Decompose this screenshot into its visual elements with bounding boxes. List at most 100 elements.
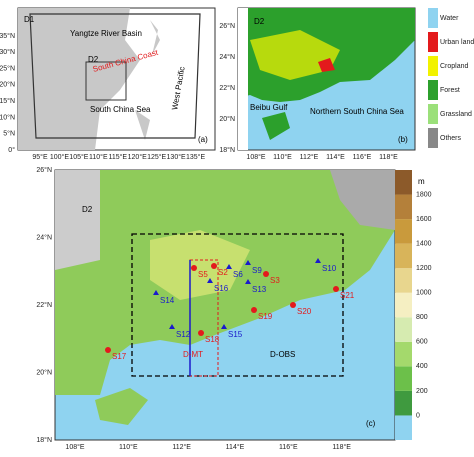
y-tick-label: 26°N <box>36 166 52 174</box>
legend-label: Others <box>440 135 462 142</box>
x-tick-label: 110°E <box>89 153 108 161</box>
station-label: S9 <box>252 266 262 275</box>
panel-a: D1 Yangtze River Basin D2 South China Co… <box>17 7 216 151</box>
panel-label: (c) <box>366 419 376 428</box>
station-marker <box>169 324 175 329</box>
colorbar: 0 200 400 600 800 1000 1200 1400 1600 1800 <box>395 170 432 440</box>
station-label: S13 <box>252 285 267 294</box>
margin <box>238 8 248 150</box>
colorbar-segment <box>395 292 412 318</box>
d-mt-label: D-MT <box>183 350 203 359</box>
station-label: S6 <box>233 270 243 279</box>
sea-label: South China Sea <box>90 105 151 114</box>
colorbar-segment <box>395 390 412 416</box>
x-tick-label: 115°E <box>108 153 127 161</box>
x-tick-label: 110°E <box>273 153 292 161</box>
d-obs-label: D-OBS <box>270 350 295 359</box>
outside <box>330 170 395 230</box>
legend-label: Grassland <box>440 111 472 118</box>
x-tick-label: 105°E <box>69 153 88 161</box>
x-tick-label: 110°E <box>119 443 138 451</box>
colorbar-tick-label: 200 <box>416 388 428 395</box>
x-tick-label: 116°E <box>353 153 372 161</box>
hainan <box>95 388 148 425</box>
colorbar-segment <box>395 341 412 367</box>
d2-box <box>85 61 127 101</box>
y-tick-label: 22°N <box>36 301 52 309</box>
y-tick-label: 5°N <box>3 130 15 138</box>
outside <box>55 170 100 270</box>
station-label: S16 <box>214 284 229 293</box>
x-tick-label: 100°E <box>50 153 69 161</box>
colorbar-segment <box>395 317 412 342</box>
colorbar-tick-label: 1200 <box>416 265 432 272</box>
colorbar-tick-label: 1600 <box>416 216 432 223</box>
colorbar-segment <box>395 194 412 220</box>
d2-label: D2 <box>254 17 265 26</box>
legend-swatch <box>428 80 438 100</box>
station-label: S21 <box>340 291 355 300</box>
colorbar-segment <box>395 366 412 391</box>
y-tick-label: 30°N <box>0 48 15 56</box>
cropland <box>250 30 340 80</box>
station-label: S5 <box>198 270 208 279</box>
legend-label: Cropland <box>440 63 469 70</box>
panel-label: (b) <box>398 135 408 144</box>
x-tick-label: 112°E <box>300 153 319 161</box>
station-marker <box>198 330 204 336</box>
colorbar-tick-label: 400 <box>416 363 428 370</box>
legend-swatch <box>428 8 438 28</box>
station-marker <box>245 279 251 284</box>
station-label: S19 <box>258 312 273 321</box>
panel-label: (a) <box>198 135 208 144</box>
station-label: S15 <box>228 330 243 339</box>
legend-label: Urban land <box>440 39 474 46</box>
hills <box>150 230 250 300</box>
station-marker <box>153 290 159 295</box>
panel-b: D2 Beibu Gulf Northern South China Sea (… <box>237 7 474 151</box>
legend-label: Forest <box>440 87 460 94</box>
y-tick-label: 10°N <box>0 113 15 121</box>
x-tick-label: 114°E <box>226 443 245 451</box>
station-marker <box>315 258 321 263</box>
station-label: S2 <box>218 268 228 277</box>
station-marker <box>290 302 296 308</box>
station-marker <box>245 260 251 265</box>
station-marker <box>211 263 217 269</box>
d2-label: D2 <box>82 205 93 214</box>
y-tick-label: 35°N <box>0 32 15 40</box>
x-tick-label: 118°E <box>332 443 351 451</box>
x-tick-label: 108°E <box>65 443 84 451</box>
sea-label: Northern South China Sea <box>310 107 404 116</box>
station-marker <box>105 347 111 353</box>
islands <box>135 20 160 140</box>
d1-label: D1 <box>24 15 35 24</box>
d2-label: D2 <box>88 55 99 64</box>
legend-swatch <box>428 128 438 148</box>
y-tick-label: 15°N <box>0 97 15 105</box>
x-tick-label: 135°E <box>186 153 205 161</box>
station-label: S20 <box>297 307 312 316</box>
station-label: S14 <box>160 296 175 305</box>
x-tick-label: 108°E <box>246 153 265 161</box>
y-tick-label: 24°N <box>36 233 52 241</box>
legend-swatch <box>428 32 438 52</box>
station-marker <box>221 324 227 329</box>
x-tick-label: 130°E <box>167 153 186 161</box>
colorbar-tick-label: 1000 <box>416 290 432 297</box>
station-marker <box>191 265 197 271</box>
station-label: S3 <box>270 276 280 285</box>
stations: S17 S18 S19 S20 S21 S14 S12 S15 S16 S9 S10 S13 S6 S2 S… <box>105 258 355 361</box>
colorbar-segment <box>395 219 412 244</box>
y-tick-label: 18°N <box>36 436 52 444</box>
x-tick-label: 95°E <box>32 153 48 161</box>
legend-label: Water <box>440 15 459 22</box>
station-marker <box>333 286 339 292</box>
y-tick-label: 24°N <box>219 53 235 61</box>
colorbar-unit: m <box>418 177 425 186</box>
colorbar-segment <box>395 243 412 269</box>
y-tick-label: 26°N <box>219 22 235 30</box>
legend: Water Urban land Cropland Forest Grassland Ot… <box>428 8 474 148</box>
